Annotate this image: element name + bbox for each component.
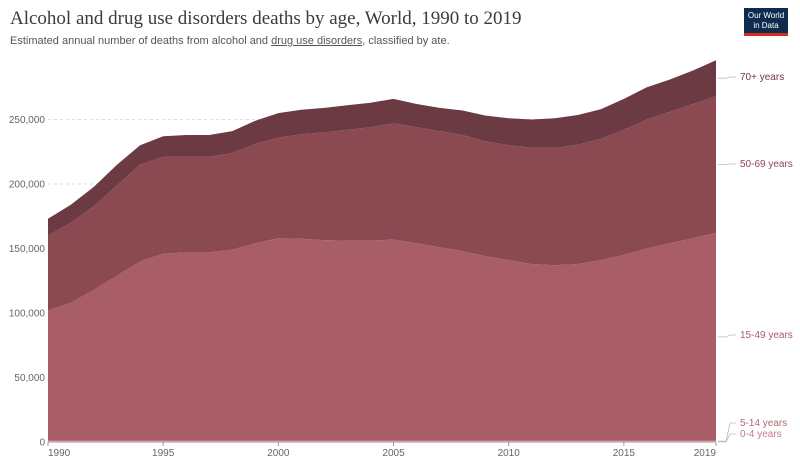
area-70-years[interactable]: [48, 60, 716, 236]
x-tick-label: 2010: [498, 448, 521, 459]
legend-label[interactable]: 15-49 years: [740, 330, 793, 341]
logo-line-2: in Data: [753, 21, 779, 30]
x-tick-label: 1995: [152, 448, 175, 459]
x-tick-label: 2005: [382, 448, 405, 459]
x-tick-label: 2019: [694, 448, 717, 459]
y-tick-label: 200,000: [9, 180, 46, 191]
logo-line-1: Our World: [747, 11, 785, 20]
owid-logo[interactable]: Our World in Data: [744, 8, 788, 36]
series-areas: [48, 60, 716, 442]
subtitle-text: Estimated annual number of deaths from a…: [10, 35, 272, 47]
y-tick-label: 150,000: [9, 244, 46, 255]
area-50-69-years[interactable]: [48, 96, 716, 311]
chart-title: Alcohol and drug use disorders deaths by…: [10, 8, 522, 29]
y-tick-label: 100,000: [9, 309, 46, 320]
legend-connector: [718, 334, 736, 338]
x-tick-label: 2015: [613, 448, 636, 459]
y-tick-label: 50,000: [14, 373, 45, 384]
area-5-14-years[interactable]: [48, 440, 716, 442]
chart-subtitle: Estimated annual number of deaths from a…: [10, 35, 450, 47]
legend-connector: [718, 163, 736, 166]
y-tick-label: 0: [39, 438, 45, 449]
subtitle-link[interactable]: drug use disorders: [271, 35, 363, 47]
legend-label[interactable]: 0-4 years: [740, 429, 782, 440]
legend-connector: [718, 433, 736, 443]
y-axis: 0 50,000 100,000 150,000 200,000 250,000: [9, 115, 46, 449]
area-15-49-years[interactable]: [48, 233, 716, 441]
legend-connector: [718, 422, 736, 442]
x-axis: 1990 1995 2000 2005 2010 2015 2019: [47, 442, 717, 459]
legend-label[interactable]: 5-14 years: [740, 418, 787, 429]
y-tick-label: 250,000: [9, 115, 46, 126]
legend-label[interactable]: 50-69 years: [740, 159, 793, 170]
x-tick-label: 1990: [48, 448, 71, 459]
subtitle-text-end: , classified by ate.: [362, 35, 450, 47]
legend-connector: [718, 76, 736, 79]
legend-label[interactable]: 70+ years: [740, 72, 784, 83]
x-tick-label: 2000: [267, 448, 290, 459]
